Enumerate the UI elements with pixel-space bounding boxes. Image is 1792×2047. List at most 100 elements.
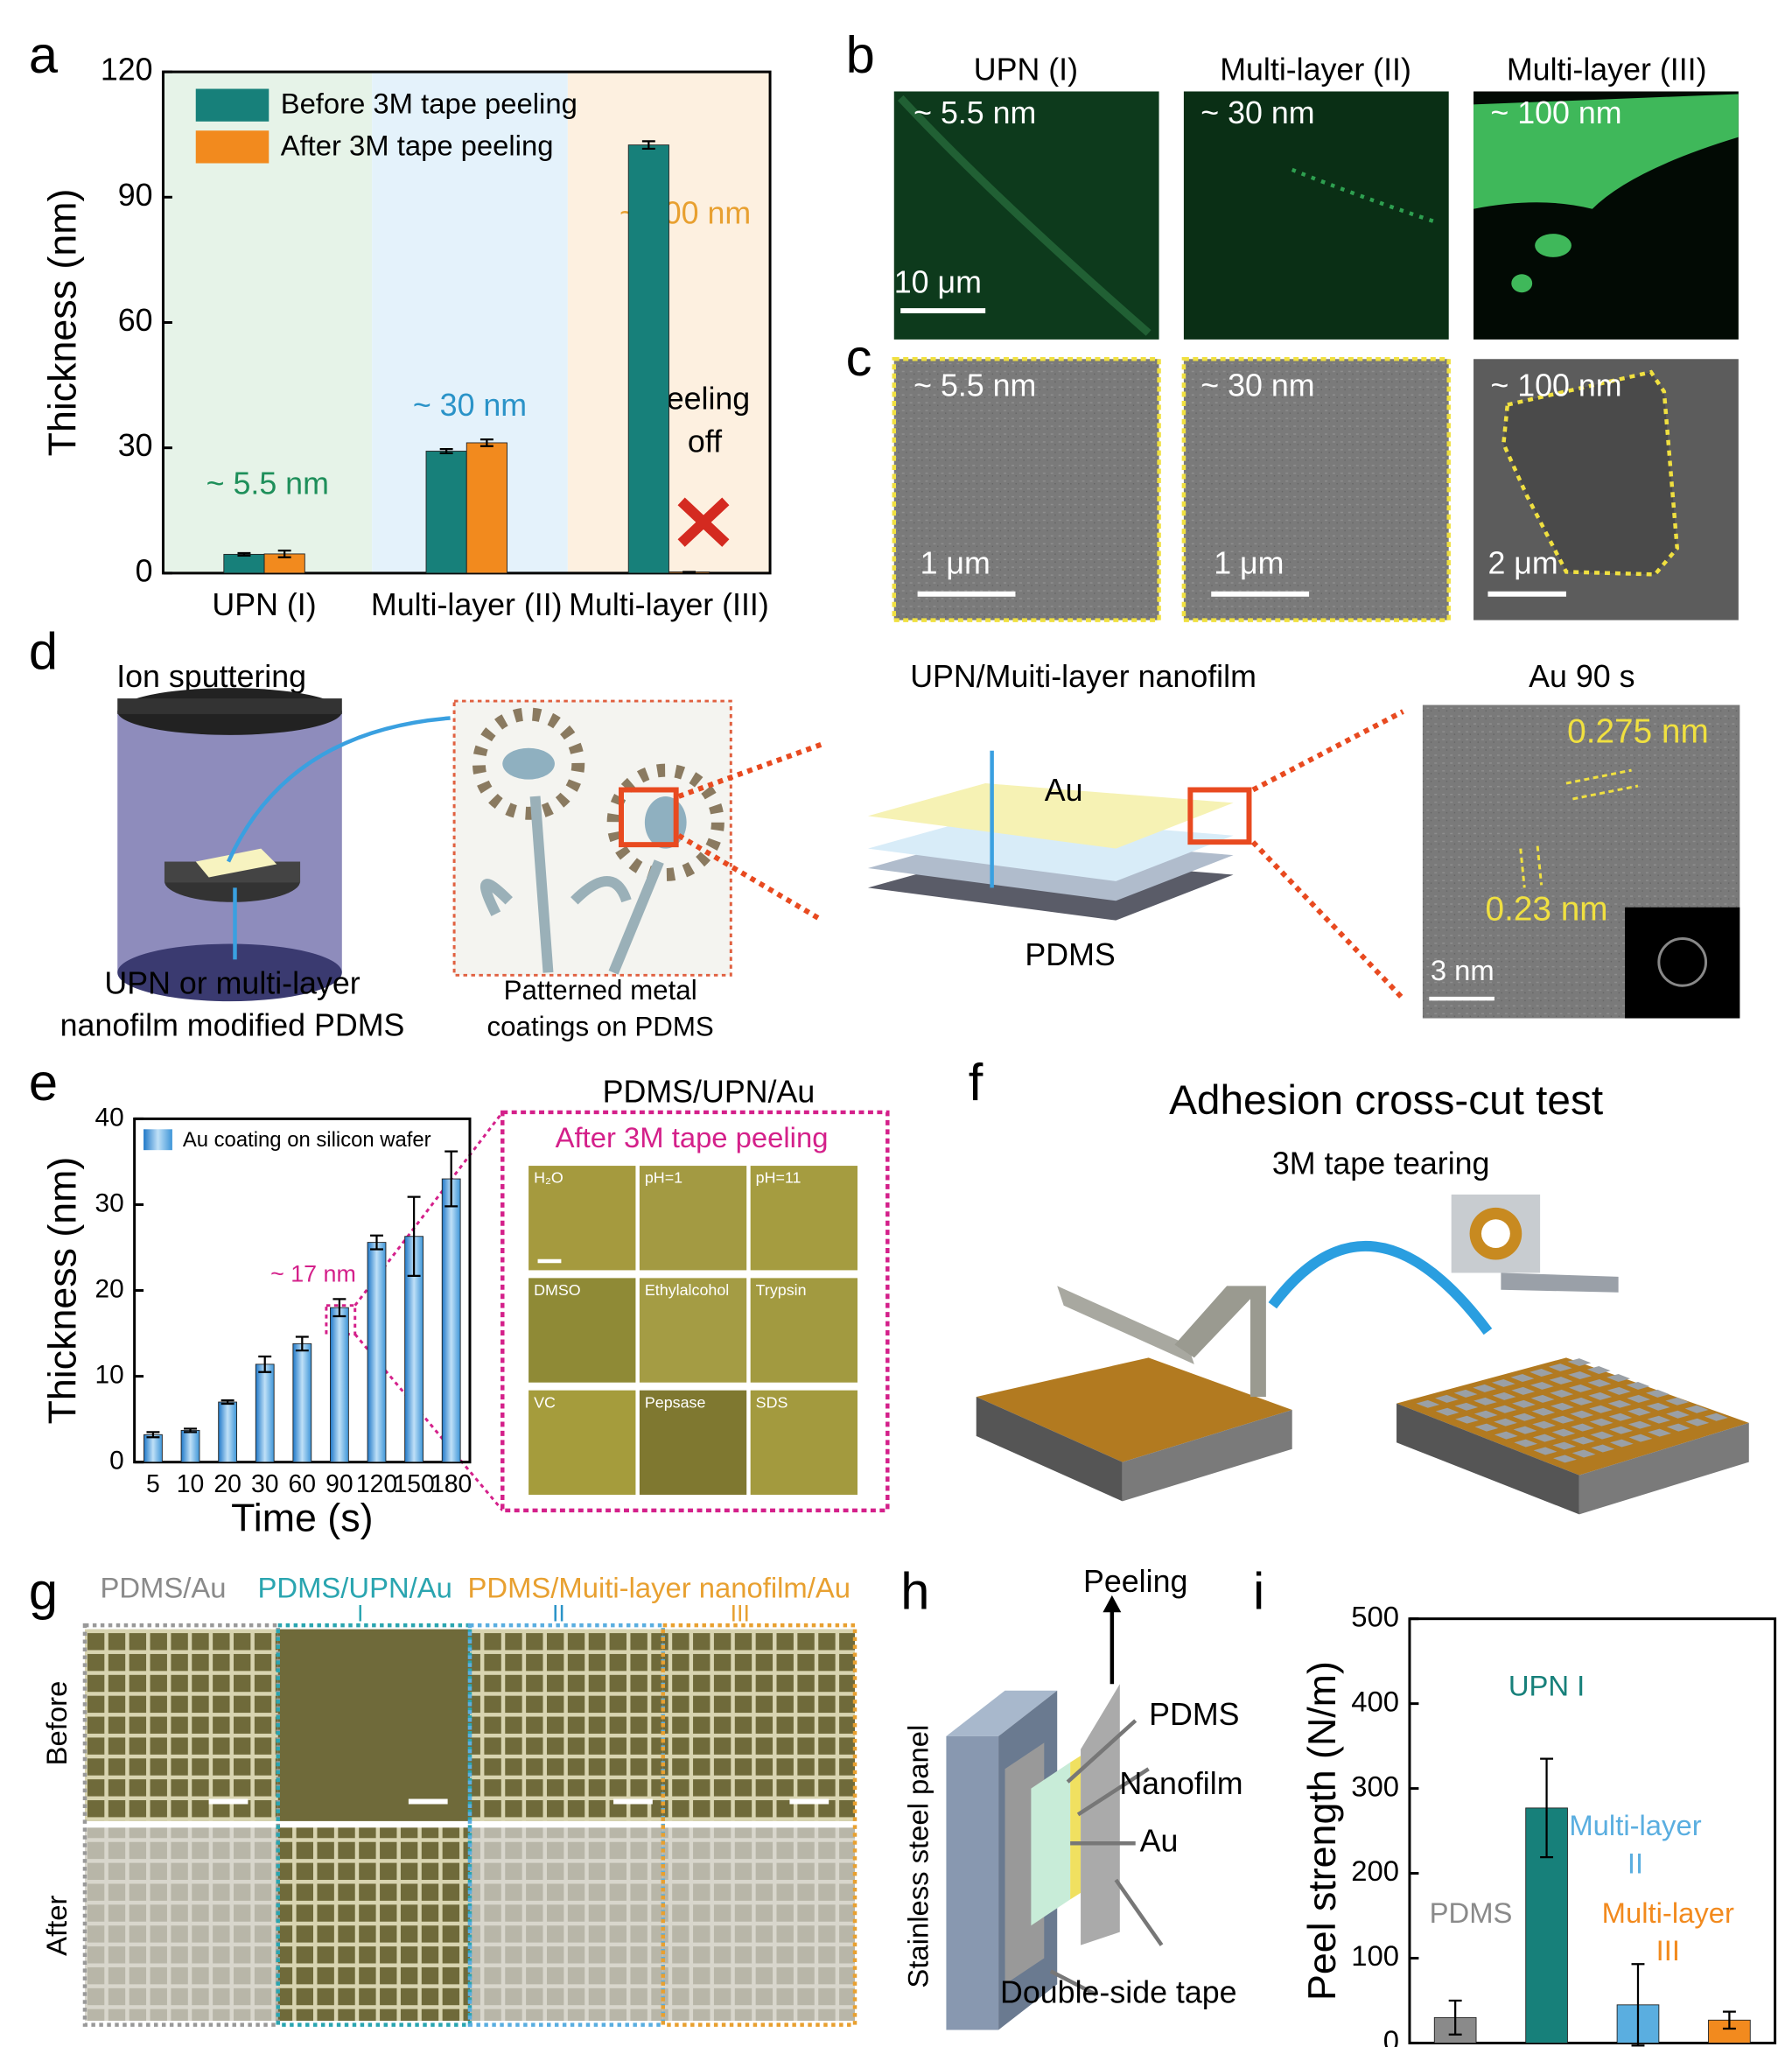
- scale-label: 1 μm: [920, 545, 990, 580]
- cell-label: Ethylalcohol: [645, 1281, 729, 1299]
- cell-label: Trypsin: [756, 1281, 807, 1299]
- arrow: [226, 716, 451, 863]
- nanofilm-layer: [1031, 1762, 1071, 1926]
- title: Au 90 s: [1529, 659, 1634, 694]
- title: UPN/Muiti-layer nanofilm: [910, 659, 1256, 694]
- photo: [277, 1827, 470, 2022]
- error-bar: [1448, 1999, 1462, 2036]
- petals: [606, 763, 724, 881]
- bar-label: III: [1656, 1934, 1680, 1966]
- cut-square: [1571, 1436, 1595, 1445]
- thickness-label: ~ 100 nm: [1490, 368, 1621, 403]
- legend-label: After 3M tape peeling: [281, 129, 554, 161]
- cut-square: [1494, 1418, 1518, 1427]
- cut-square: [1606, 1374, 1631, 1382]
- y-tick-label: 40: [95, 1103, 124, 1132]
- caption: nanofilm modified PDMS: [60, 1007, 405, 1042]
- cut-square: [1587, 1378, 1612, 1387]
- au-layer: [1070, 1756, 1082, 1900]
- block-side: [1396, 1403, 1579, 1515]
- arrowhead: [1102, 1595, 1122, 1613]
- header: PDMS/UPN/Au: [258, 1572, 452, 1604]
- cut-square: [1609, 1439, 1634, 1448]
- cut-square: [1474, 1423, 1499, 1432]
- y-axis-label: Thickness (nm): [40, 189, 84, 457]
- bar: [292, 1342, 312, 1463]
- tape-hole: [1480, 1219, 1510, 1249]
- photo: [84, 1827, 278, 2022]
- panel-label: a: [29, 25, 59, 84]
- x-tick-label: 5: [146, 1470, 160, 1498]
- panel-g: PDMS/Au PDMS/UPN/Au PDMS/Muiti-layer nan…: [40, 1572, 858, 2027]
- cut-square: [1569, 1397, 1593, 1406]
- panel-b: UPN (I) Multi-layer (II) Multi-layer (II…: [893, 53, 1739, 340]
- panel-label: b: [846, 25, 875, 84]
- y-tick-label: 200: [1351, 1854, 1399, 1887]
- legend-swatch: [195, 88, 270, 122]
- cut-square: [1511, 1386, 1536, 1395]
- cut-square: [1513, 1426, 1537, 1434]
- cell-label: pH=11: [756, 1169, 802, 1187]
- cut-square: [1510, 1374, 1535, 1382]
- x-tick-label: 20: [214, 1470, 242, 1498]
- flower-center: [502, 747, 555, 780]
- arrow: [1268, 1241, 1493, 1335]
- bar-label: PDMS: [1430, 1896, 1513, 1929]
- cutter: [1057, 1286, 1194, 1364]
- x-tick-label: 30: [251, 1470, 279, 1498]
- pdms-strip: [1081, 1684, 1120, 1945]
- caption: UPN or multi-layer: [104, 966, 360, 1001]
- y-tick-label: 400: [1351, 1685, 1399, 1717]
- cell: [528, 1278, 636, 1383]
- photo: [469, 1827, 663, 2022]
- chamber-base: [117, 943, 342, 1002]
- coated-block: [976, 1357, 1292, 1462]
- bar: [180, 1429, 200, 1463]
- cell: [528, 1390, 636, 1495]
- pointer: [1049, 1719, 1164, 1997]
- cell: [639, 1278, 747, 1383]
- group-label: I: [357, 1600, 363, 1626]
- header: PDMS/Muiti-layer nanofilm/Au: [468, 1572, 850, 1604]
- steel-panel: [946, 1735, 999, 2030]
- cut-square: [1474, 1410, 1498, 1419]
- cut-square: [1626, 1381, 1650, 1390]
- thickness-label: ~ 5.5 nm: [914, 368, 1036, 403]
- y-tick-label: 100: [1351, 1939, 1399, 1972]
- row-label: After: [40, 1896, 73, 1956]
- y-tick-label: 0: [136, 553, 153, 588]
- subtitle: 3M tape tearing: [1272, 1146, 1490, 1181]
- layer-label: Au: [1045, 773, 1083, 808]
- cut-square: [1454, 1402, 1479, 1411]
- cut-square: [1608, 1413, 1633, 1421]
- cut-square: [1589, 1405, 1613, 1413]
- error-bar: [1631, 1963, 1645, 2047]
- panel-e-image: PDMS/UPN/Au After 3M tape peeling H₂O pH=…: [325, 1075, 890, 1513]
- cut-square: [1416, 1399, 1440, 1408]
- cut-grid: [1416, 1358, 1728, 1463]
- x-tick-label: Multi-layer (II): [371, 587, 563, 622]
- legend-swatch: [144, 1129, 172, 1151]
- chamber-lid: [117, 698, 342, 714]
- flake: [1502, 369, 1680, 577]
- annotation: ~ 30 nm: [413, 388, 527, 423]
- stems: [480, 796, 664, 975]
- y-tick-label: 20: [95, 1274, 124, 1303]
- cut-square: [1550, 1389, 1574, 1398]
- error-bar: [220, 1399, 234, 1406]
- axis-frame: [1408, 1617, 1777, 2044]
- cut-square: [1492, 1392, 1516, 1400]
- cut-square: [1628, 1434, 1653, 1442]
- fft-ring: [1657, 937, 1708, 987]
- photo: [277, 1629, 470, 1821]
- y-tick-label: 90: [118, 178, 153, 213]
- y-axis-label: Peel strength (N/m): [1300, 1661, 1344, 2001]
- cut-square: [1435, 1394, 1459, 1403]
- cutter-handle: [1174, 1286, 1266, 1398]
- bar: [223, 553, 265, 574]
- cut-square: [1568, 1384, 1592, 1392]
- bar: [367, 1242, 387, 1463]
- caption: coatings on PDMS: [486, 1012, 713, 1042]
- panel-label: f: [969, 1053, 984, 1111]
- cell-label: VC: [534, 1393, 556, 1411]
